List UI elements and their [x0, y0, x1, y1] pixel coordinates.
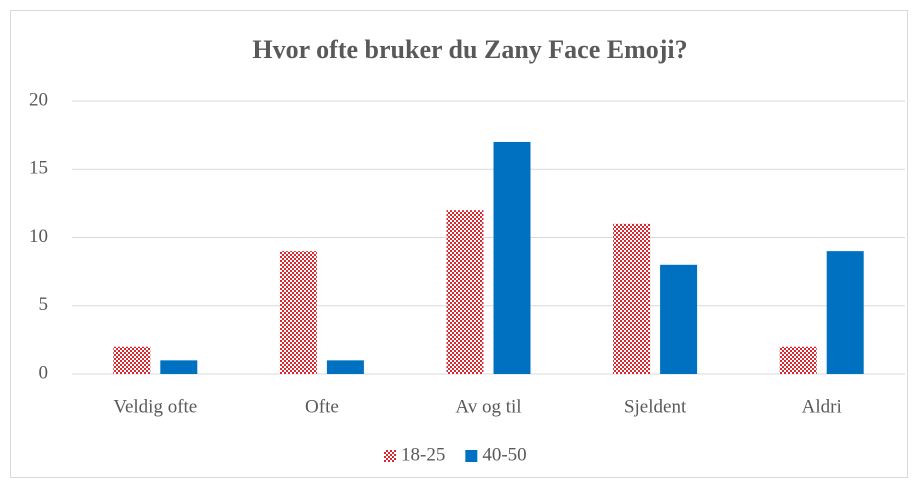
x-tick-label: Sjeldent: [624, 396, 687, 417]
bar: [660, 264, 698, 374]
legend-label: 40-50: [482, 444, 526, 465]
x-tick-label: Veldig ofte: [113, 396, 197, 417]
y-tick-label: 5: [39, 294, 49, 315]
x-tick-label: Av og til: [455, 396, 521, 417]
bar: [826, 251, 864, 374]
y-tick-label: 15: [29, 158, 48, 179]
legend-swatch: [465, 450, 478, 462]
bar: [613, 223, 651, 374]
bar: [279, 251, 317, 374]
bar: [326, 360, 364, 374]
bar: [493, 141, 531, 374]
bar: [160, 360, 198, 374]
x-tick-label: Aldri: [802, 396, 842, 417]
y-tick-label: 20: [29, 89, 48, 110]
bar: [113, 346, 151, 374]
y-tick-label: 0: [39, 362, 49, 383]
bar: [779, 346, 817, 374]
y-tick-label: 10: [29, 226, 48, 247]
x-tick-label: Ofte: [305, 396, 339, 417]
bar: [446, 210, 484, 374]
legend-label: 18-25: [401, 444, 445, 465]
legend-swatch: [384, 450, 396, 462]
chart-title: Hvor ofte bruker du Zany Face Emoji?: [252, 35, 687, 64]
